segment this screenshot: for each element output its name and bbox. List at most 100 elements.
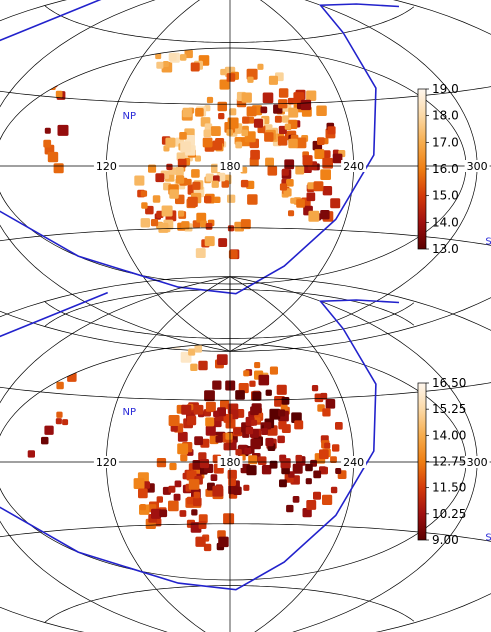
- survey-patch: [152, 14, 162, 24]
- survey-patch: [51, 81, 58, 88]
- survey-patch: [168, 500, 179, 512]
- survey-patch: [222, 11, 233, 22]
- survey-patch: [291, 412, 302, 423]
- colorbar: 19.0 18.0 17.0 16.0 15.0 14.0 13.0: [417, 82, 459, 256]
- survey-patch: [254, 306, 262, 314]
- survey-patch: [277, 435, 285, 444]
- survey-patch: [170, 324, 181, 335]
- survey-patch: [165, 137, 176, 148]
- survey-patch: [330, 486, 338, 494]
- survey-patch: [262, 92, 274, 104]
- survey-patch: [296, 199, 305, 208]
- survey-patch: [220, 0, 231, 6]
- survey-patch: [330, 198, 341, 209]
- graticule: [0, 0, 491, 352]
- parallel-line: [44, 301, 415, 339]
- survey-patch: [216, 14, 226, 24]
- survey-patch: [141, 202, 148, 209]
- survey-patch: [278, 88, 289, 98]
- survey-patch: [227, 194, 236, 203]
- survey-patch: [196, 212, 207, 223]
- survey-patch: [218, 238, 228, 247]
- survey-patch: [177, 158, 187, 168]
- survey-patch: [183, 48, 192, 51]
- survey-patch: [188, 348, 196, 356]
- survey-patch: [27, 450, 35, 458]
- survey-patch: [212, 299, 222, 309]
- survey-patch: [191, 303, 201, 313]
- survey-patch: [174, 480, 182, 488]
- longitude-label: 120: [96, 160, 117, 173]
- survey-patch: [322, 408, 331, 417]
- colorbar-tick-label: 17.0: [432, 135, 459, 149]
- survey-patch: [51, 361, 59, 369]
- survey-patch: [177, 431, 188, 442]
- survey-patch: [177, 443, 189, 455]
- survey-patch: [324, 442, 331, 449]
- survey-patch: [224, 294, 234, 304]
- survey-patch: [239, 298, 246, 305]
- survey-patch: [191, 509, 198, 516]
- survey-patch: [174, 324, 185, 335]
- survey-patch: [168, 344, 175, 346]
- survey-patch: [205, 324, 214, 333]
- survey-patch: [240, 10, 250, 20]
- survey-patch: [221, 180, 229, 188]
- survey-patch: [151, 508, 162, 519]
- survey-patch: [269, 366, 278, 375]
- bottom-sky-map: 360300240180120600NPSP16.5015.2514.0012.…: [0, 276, 491, 632]
- survey-patch: [235, 141, 243, 149]
- survey-patch: [325, 399, 336, 409]
- survey-patch: [213, 411, 220, 418]
- survey-patch: [186, 415, 197, 426]
- survey-patch: [320, 210, 330, 220]
- survey-patch: [327, 126, 336, 135]
- colorbar-tick-label: 11.50: [432, 481, 466, 495]
- survey-patch: [250, 406, 259, 416]
- north-pole-label: NP: [123, 407, 137, 418]
- survey-patch: [188, 334, 197, 343]
- survey-patch: [213, 0, 221, 8]
- survey-patch: [277, 136, 288, 146]
- survey-patch: [168, 53, 177, 61]
- survey-patch: [313, 470, 322, 479]
- survey-patch: [203, 129, 212, 138]
- survey-patch: [314, 149, 325, 159]
- survey-patch: [175, 316, 185, 326]
- survey-patch: [265, 389, 272, 396]
- top-sky-map: 360300240180120600NPSP19.018.017.016.015…: [0, 0, 491, 352]
- ecliptic-curve: [0, 0, 400, 295]
- survey-patch: [133, 478, 145, 489]
- survey-patch: [282, 115, 290, 123]
- survey-patch: [265, 157, 274, 167]
- survey-patch: [162, 48, 171, 50]
- south-pole-label: SP: [485, 533, 491, 544]
- survey-patch: [280, 458, 291, 469]
- survey-patch: [199, 0, 207, 7]
- survey-patch: [62, 419, 69, 426]
- survey-patch: [47, 151, 59, 163]
- survey-patch: [169, 462, 177, 471]
- survey-patch: [281, 397, 290, 405]
- survey-patch: [132, 332, 143, 343]
- longitude-label: 120: [96, 456, 117, 469]
- survey-patch: [228, 478, 236, 486]
- survey-patch: [252, 15, 260, 23]
- survey-patch: [232, 297, 238, 303]
- survey-patch: [156, 458, 167, 468]
- survey-patch: [150, 219, 159, 227]
- survey-patch: [205, 173, 214, 182]
- survey-patch: [184, 49, 193, 59]
- survey-patch: [181, 17, 190, 26]
- survey-patch: [211, 300, 221, 310]
- survey-patch: [173, 493, 181, 501]
- survey-patch: [175, 167, 184, 176]
- survey-patch: [205, 488, 214, 497]
- survey-patch: [140, 218, 150, 228]
- survey-patch: [250, 149, 260, 160]
- survey-patch: [225, 432, 233, 440]
- survey-patch: [279, 479, 287, 488]
- survey-patch: [203, 543, 212, 552]
- survey-patch: [231, 0, 241, 9]
- survey-patch: [212, 140, 223, 151]
